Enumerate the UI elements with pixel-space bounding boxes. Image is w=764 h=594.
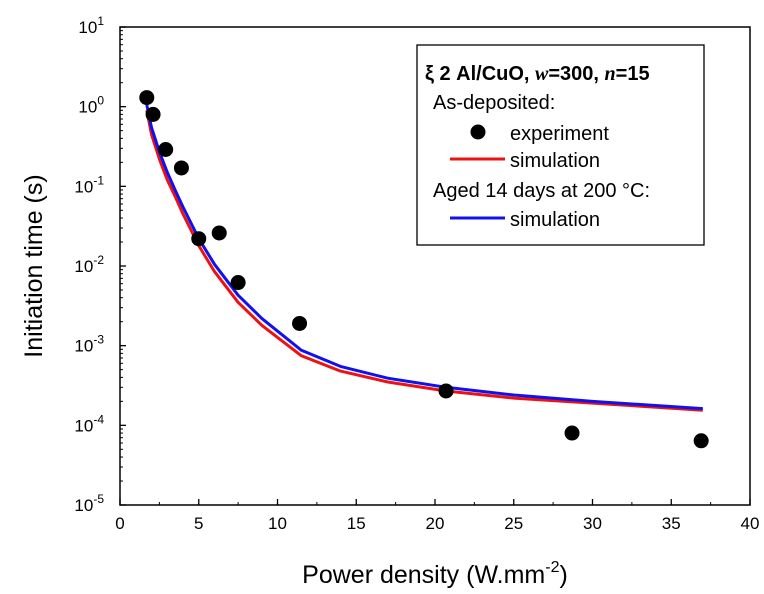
y-tick-label: 10-2	[74, 253, 104, 276]
x-tick-label: 40	[741, 514, 760, 533]
data-point	[693, 433, 709, 449]
data-point	[173, 160, 189, 176]
series-line-simulation-2	[145, 104, 703, 411]
y-axis: 101 100 10-1 10-2 10-3 10-4 10-5	[74, 14, 126, 515]
data-point	[191, 231, 207, 247]
x-tick-label: 0	[115, 514, 124, 533]
y-axis-title: Initiation time (s)	[20, 174, 48, 357]
legend: ξ 2 Al/CuO, w=300, n=15 As-deposited: ex…	[416, 44, 705, 246]
data-point	[438, 383, 454, 399]
legend-label-simulation-blue: simulation	[510, 209, 600, 231]
legend-group-as-deposited: As-deposited:	[433, 92, 555, 114]
y-tick-label: 10-4	[74, 412, 104, 435]
data-point	[139, 90, 155, 106]
x-tick-label: 10	[268, 514, 287, 533]
legend-group-aged: Aged 14 days at 200 °C:	[433, 180, 650, 202]
legend-title: ξ 2 Al/CuO, w=300, n=15	[425, 63, 650, 85]
x-tick-label: 5	[194, 514, 203, 533]
y-tick-label: 10-3	[74, 333, 104, 356]
x-tick-label: 25	[504, 514, 523, 533]
data-point	[230, 275, 246, 291]
y-tick-label: 100	[78, 94, 104, 117]
legend-box	[416, 44, 705, 246]
legend-marker-experiment	[470, 124, 486, 140]
x-axis-title: Power density (W.mm-2)	[302, 559, 568, 589]
x-tick-label: 20	[426, 514, 445, 533]
x-axis: 0 5 10 15 20 25 30 35 40	[115, 499, 759, 533]
y-tick-label: 10-1	[74, 173, 104, 196]
x-tick-label: 15	[347, 514, 366, 533]
series-layer	[139, 90, 709, 449]
series-line-simulation-1	[145, 110, 703, 412]
y-tick-label: 10-5	[74, 492, 104, 515]
x-tick-label: 35	[662, 514, 681, 533]
data-point	[211, 225, 227, 241]
data-point	[292, 315, 308, 331]
legend-label-simulation-red: simulation	[510, 150, 600, 172]
data-point	[145, 106, 161, 122]
legend-label-experiment: experiment	[510, 123, 609, 145]
data-point	[564, 425, 580, 441]
data-point	[158, 141, 174, 157]
y-tick-label: 101	[78, 14, 104, 37]
x-tick-label: 30	[583, 514, 602, 533]
